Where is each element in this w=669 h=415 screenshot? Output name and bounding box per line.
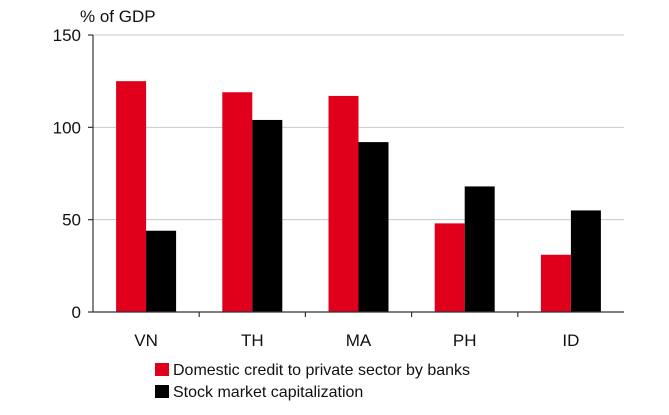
x-tick-label: VN [134,331,158,350]
bar-domestic-credit-id [540,254,571,312]
legend-label: Stock market capitalization [173,384,363,401]
bar-domestic-credit-ph [434,223,465,312]
x-tick-label: MA [346,331,372,350]
bar-domestic-credit-vn [116,81,147,313]
bar-domestic-credit-th [222,92,253,312]
bar-stock-market-cap-ma [358,142,389,312]
bar-stock-market-cap-vn [146,230,177,312]
legend: Domestic credit to private sector by ban… [155,362,470,401]
legend-swatch [155,363,169,376]
legend-swatch [155,385,169,398]
x-tick-label: PH [453,331,477,350]
bars [116,81,601,313]
bar-stock-market-cap-id [570,210,601,312]
y-axis-unit-label: % of GDP [80,7,156,26]
x-tick-labels: VN TH MA PH ID [134,312,579,350]
y-tick-label: 150 [53,26,81,45]
bar-stock-market-cap-th [252,119,283,313]
y-tick-label: 100 [53,118,81,137]
y-tick-label: 0 [72,303,81,322]
legend-label: Domestic credit to private sector by ban… [173,362,470,379]
bar-stock-market-cap-ph [464,186,495,312]
x-tick-label: TH [241,331,264,350]
bar-domestic-credit-ma [328,95,359,312]
y-tick-labels: 0 50 100 150 [53,26,93,322]
x-tick-label: ID [562,331,579,350]
y-tick-label: 50 [62,211,81,230]
